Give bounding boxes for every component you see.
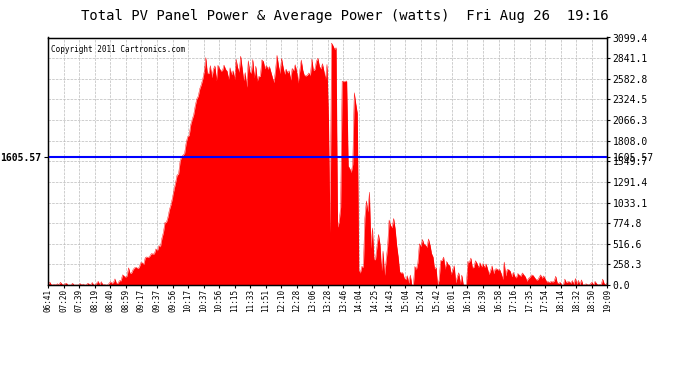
Text: Total PV Panel Power & Average Power (watts)  Fri Aug 26  19:16: Total PV Panel Power & Average Power (wa… (81, 9, 609, 23)
Text: Copyright 2011 Cartronics.com: Copyright 2011 Cartronics.com (51, 45, 185, 54)
